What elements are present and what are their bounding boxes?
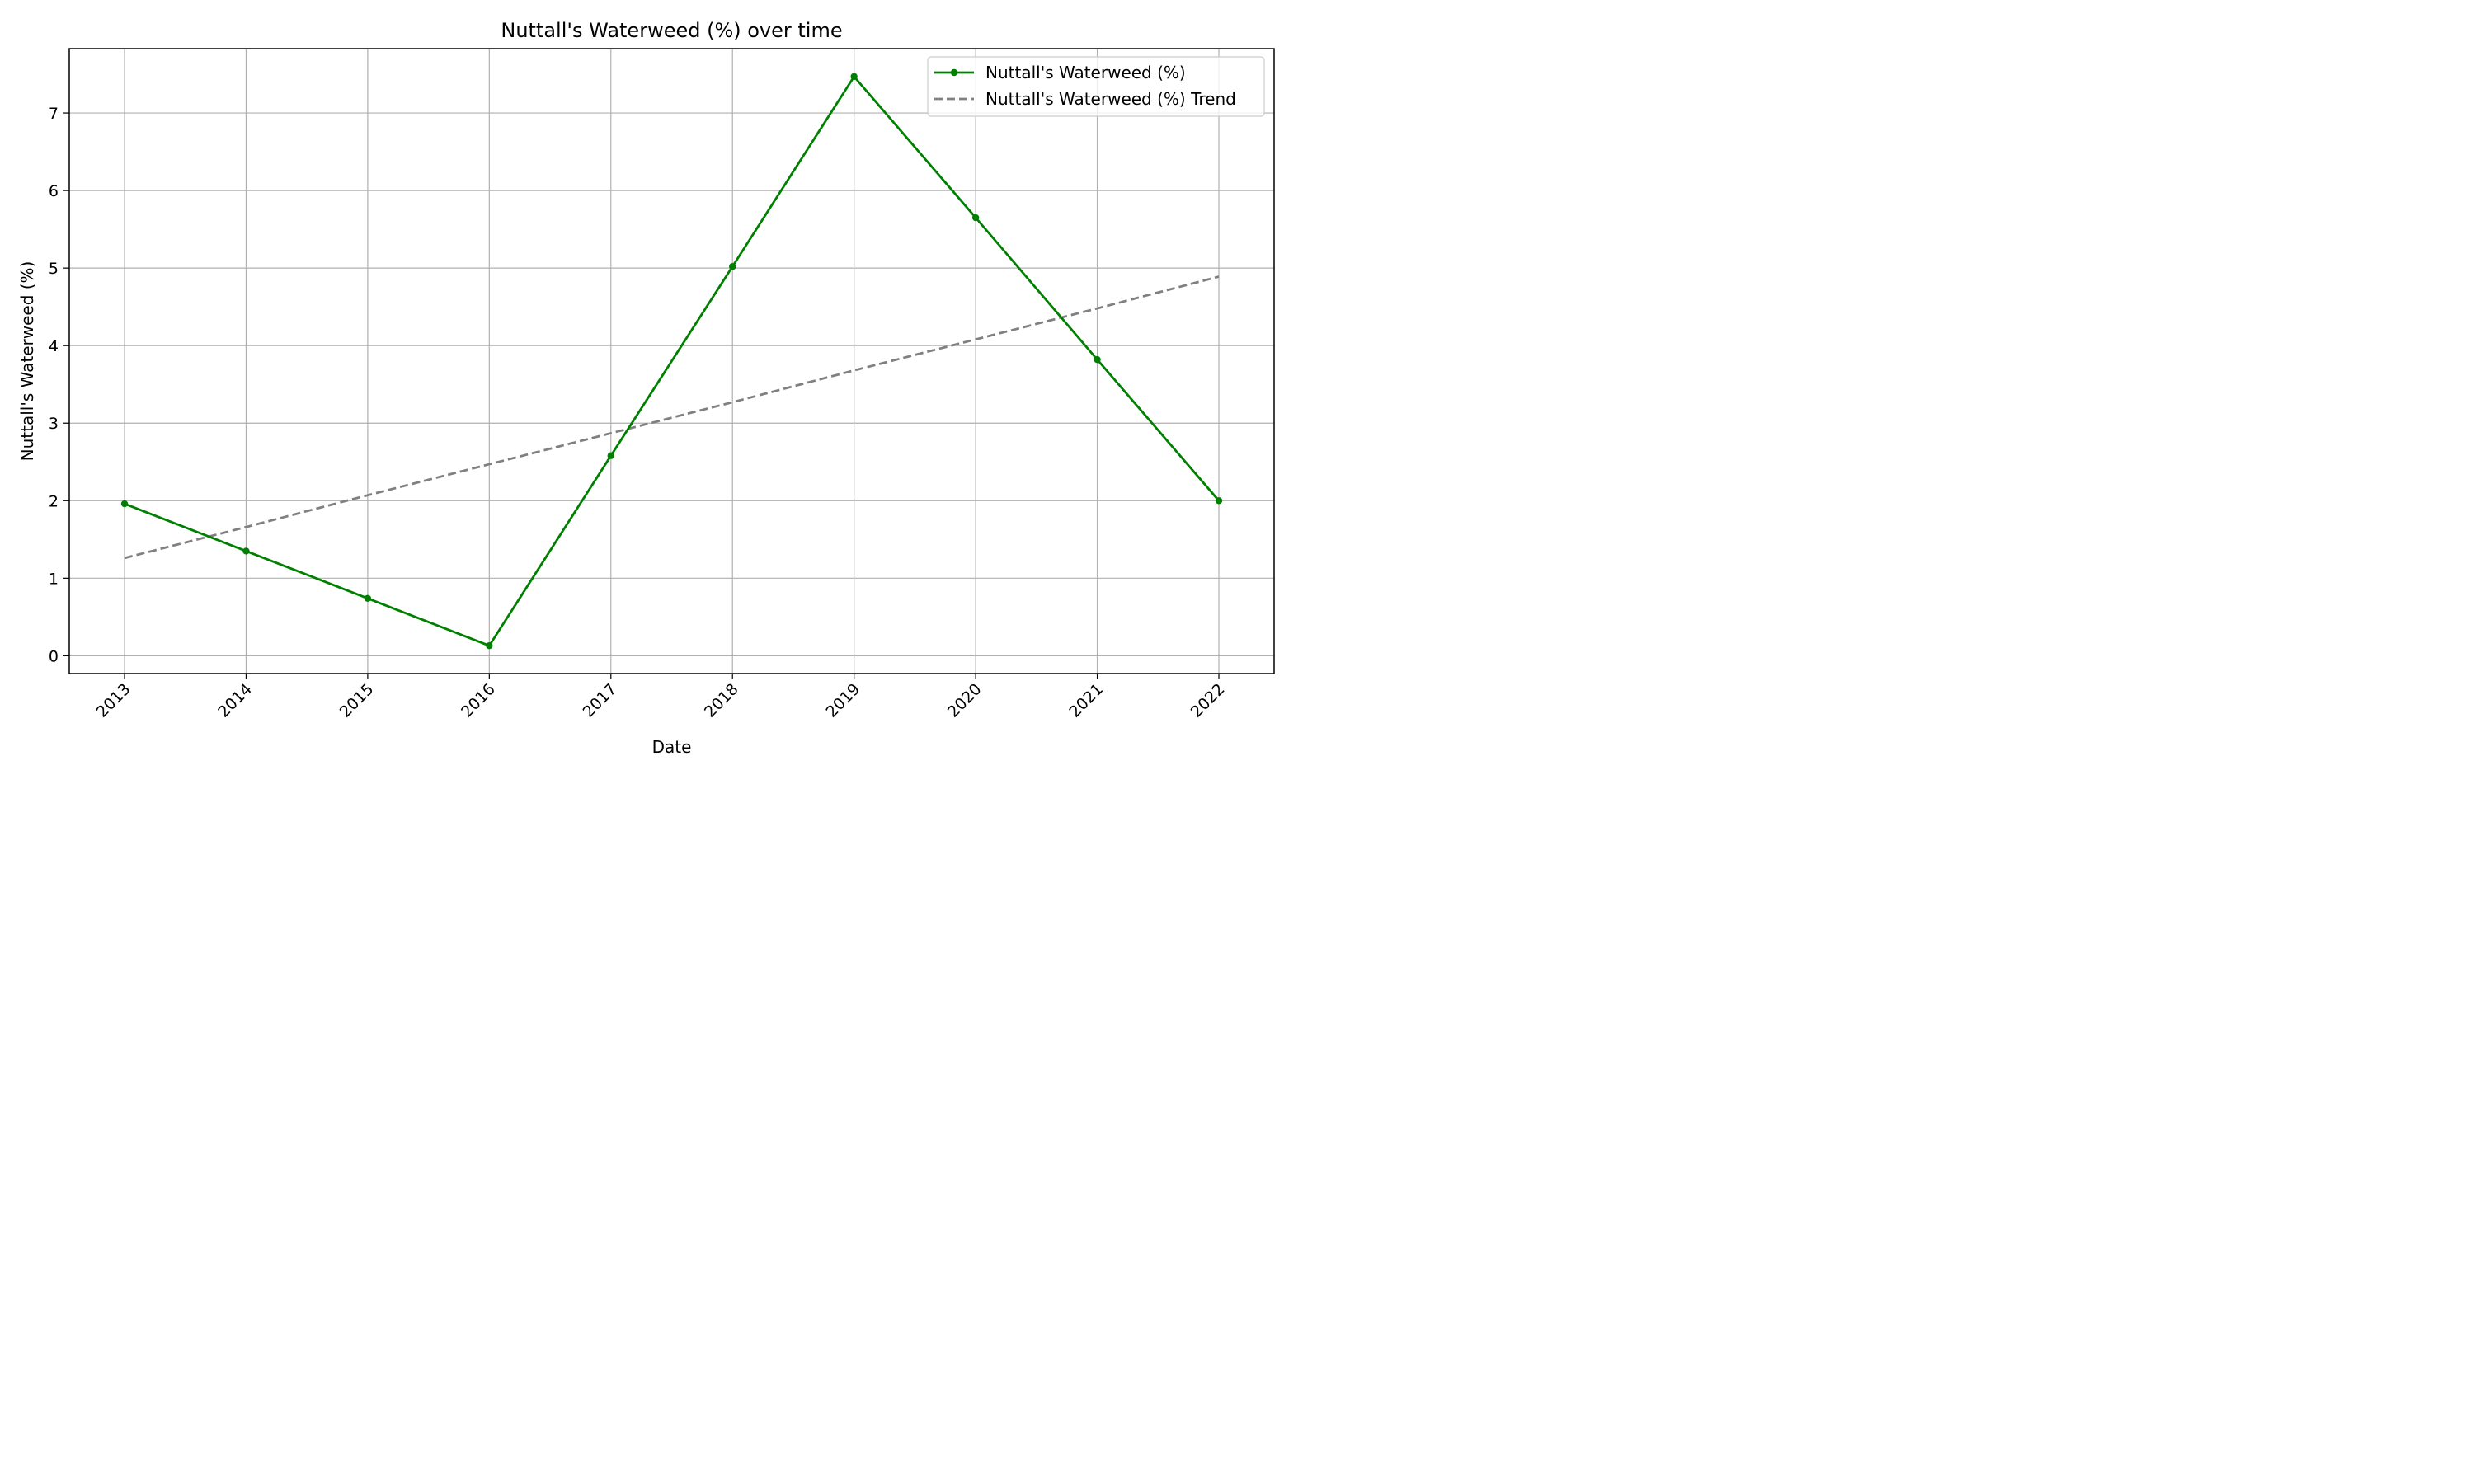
y-tick-label: 7	[49, 105, 59, 123]
y-tick-label: 3	[49, 415, 59, 433]
grid	[69, 49, 1274, 674]
y-tick-label: 0	[49, 647, 59, 665]
chart: 2013 2014 2015 2016 2017 2018 2019 2020 2021 2022…	[0, 0, 1293, 776]
chart-title: Nuttall's Waterweed (%) over time	[501, 19, 842, 42]
data-point	[120, 500, 129, 508]
y-tick-label: 6	[49, 182, 59, 200]
y-tick-label: 4	[49, 337, 59, 355]
legend-label-0: Nuttall's Waterweed (%)	[985, 63, 1186, 82]
series-line	[124, 75, 1221, 647]
data-point	[850, 73, 858, 81]
data-point	[1094, 355, 1101, 364]
data-point	[364, 594, 372, 602]
plot-frame	[68, 48, 1275, 674]
legend-marker-0	[950, 68, 958, 77]
data-point	[729, 263, 736, 270]
y-tick-label: 2	[49, 492, 59, 510]
data-point	[1215, 497, 1223, 505]
series-layer	[120, 73, 1223, 650]
data-point	[486, 641, 493, 650]
data-point	[607, 452, 614, 459]
legend-box	[927, 56, 1265, 117]
y-axis-label: Nuttall's Waterweed (%)	[17, 261, 37, 462]
x-axis-label: Date	[652, 737, 692, 757]
legend: Nuttall's Waterweed (%) Nuttall's Waterw…	[927, 56, 1265, 117]
figure-background	[0, 0, 1293, 776]
y-tick-label: 1	[49, 570, 59, 588]
trend-line	[124, 275, 1220, 560]
data-point	[242, 547, 250, 555]
data-point	[971, 214, 980, 222]
y-tick-label: 5	[49, 260, 59, 278]
legend-label-1: Nuttall's Waterweed (%) Trend	[985, 89, 1236, 109]
